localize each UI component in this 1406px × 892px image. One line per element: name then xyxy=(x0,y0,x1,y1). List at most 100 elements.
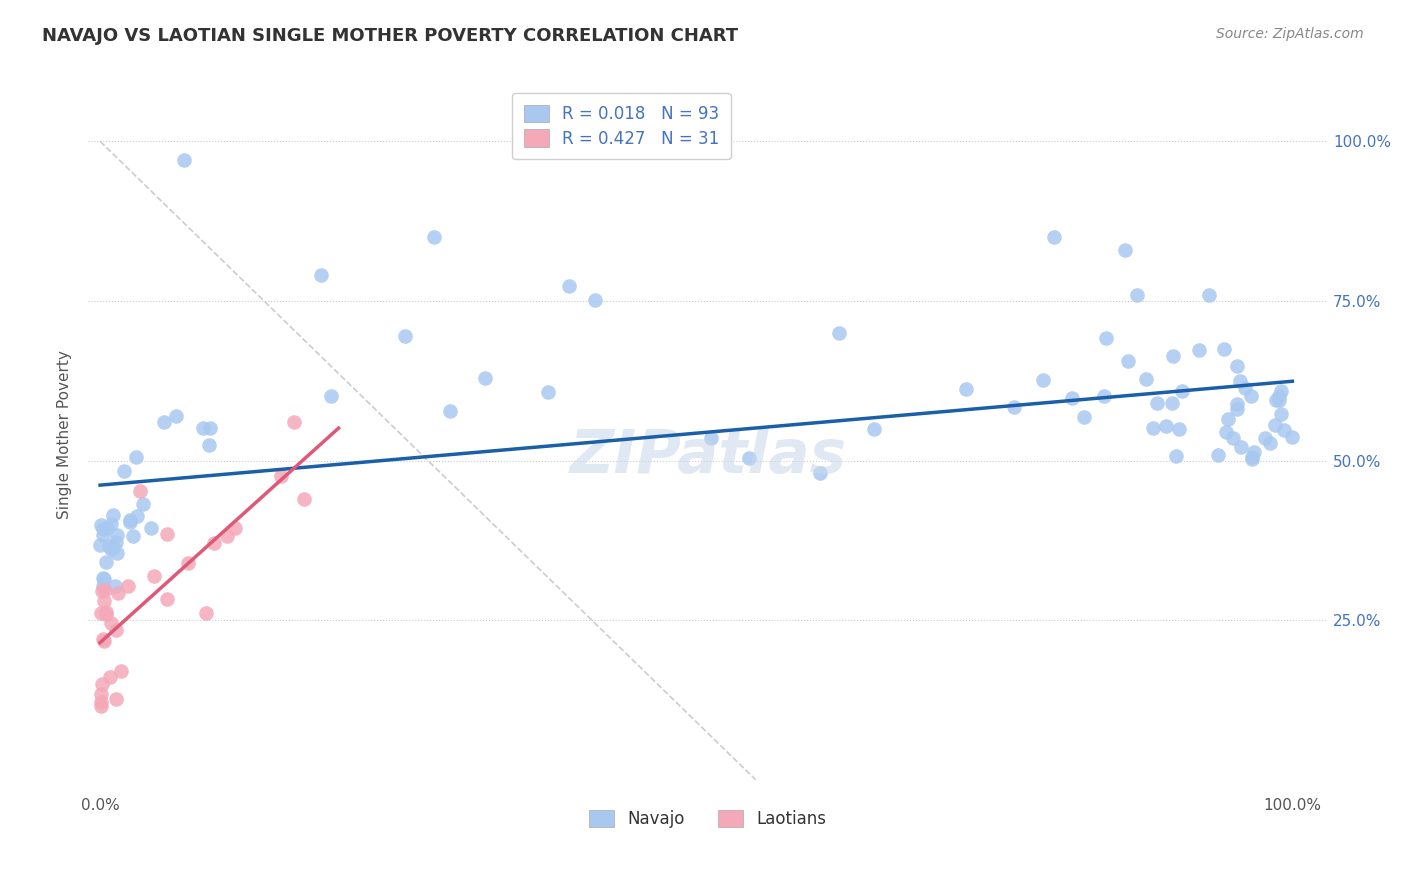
Point xyxy=(1168,421,1191,435)
Point xyxy=(132,497,155,511)
Y-axis label: Single Mother Poverty: Single Mother Poverty xyxy=(58,351,72,519)
Point xyxy=(125,450,148,464)
Point xyxy=(122,529,145,543)
Point xyxy=(1215,425,1237,439)
Point xyxy=(1073,410,1095,425)
Point xyxy=(202,536,225,550)
Point xyxy=(195,606,218,620)
Point xyxy=(1043,230,1066,244)
Point xyxy=(91,522,114,536)
Point xyxy=(93,572,115,586)
Point xyxy=(1213,342,1236,356)
Point xyxy=(828,326,851,340)
Point xyxy=(125,508,148,523)
Text: NAVAJO VS LAOTIAN SINGLE MOTHER POVERTY CORRELATION CHART: NAVAJO VS LAOTIAN SINGLE MOTHER POVERTY … xyxy=(42,27,738,45)
Point xyxy=(1226,402,1249,417)
Point xyxy=(90,687,112,701)
Point xyxy=(1229,374,1251,388)
Point xyxy=(93,633,115,648)
Point xyxy=(1225,397,1247,411)
Point xyxy=(104,691,127,706)
Point xyxy=(1198,287,1220,301)
Point xyxy=(1281,430,1303,444)
Point xyxy=(139,521,162,535)
Point xyxy=(91,583,114,598)
Point xyxy=(89,538,111,552)
Point xyxy=(94,555,117,569)
Point xyxy=(156,591,179,606)
Point xyxy=(1230,440,1253,454)
Point xyxy=(1154,419,1177,434)
Point xyxy=(283,415,305,429)
Point xyxy=(1126,287,1149,301)
Point xyxy=(1188,343,1211,357)
Point xyxy=(1268,389,1291,403)
Point xyxy=(177,556,200,570)
Point xyxy=(198,437,221,451)
Point xyxy=(90,698,112,713)
Point xyxy=(94,583,117,598)
Point xyxy=(91,677,114,691)
Point xyxy=(1222,431,1244,445)
Point xyxy=(474,371,496,385)
Point xyxy=(110,664,132,678)
Point xyxy=(1170,384,1192,398)
Point xyxy=(91,632,114,646)
Point xyxy=(1240,389,1263,403)
Point xyxy=(90,606,112,620)
Point xyxy=(270,469,292,483)
Point xyxy=(1161,396,1184,410)
Point xyxy=(1092,389,1115,403)
Point xyxy=(1060,391,1083,405)
Point xyxy=(94,607,117,621)
Point xyxy=(101,541,124,555)
Point xyxy=(1032,373,1054,387)
Point xyxy=(112,464,135,478)
Point xyxy=(1216,411,1239,425)
Point xyxy=(100,542,122,557)
Point xyxy=(104,579,127,593)
Point xyxy=(98,539,121,553)
Point xyxy=(1226,359,1249,374)
Point xyxy=(107,546,129,560)
Point xyxy=(156,526,179,541)
Point xyxy=(1270,407,1292,421)
Point xyxy=(117,579,139,593)
Point xyxy=(152,415,174,429)
Point xyxy=(1241,450,1264,464)
Point xyxy=(1095,331,1118,345)
Point xyxy=(808,466,831,480)
Point xyxy=(863,422,886,436)
Point xyxy=(93,528,115,542)
Point xyxy=(1241,452,1264,467)
Point xyxy=(1116,354,1139,368)
Point xyxy=(90,695,112,709)
Point xyxy=(309,268,332,282)
Point xyxy=(1146,396,1168,410)
Point xyxy=(191,421,214,435)
Point xyxy=(90,518,112,533)
Point xyxy=(107,586,129,600)
Point xyxy=(558,278,581,293)
Text: ZIPatlas: ZIPatlas xyxy=(569,427,846,486)
Point xyxy=(292,491,315,506)
Point xyxy=(100,517,122,532)
Point xyxy=(104,624,127,638)
Point xyxy=(1243,445,1265,459)
Text: Source: ZipAtlas.com: Source: ZipAtlas.com xyxy=(1216,27,1364,41)
Point xyxy=(120,515,142,529)
Point xyxy=(224,521,246,535)
Point xyxy=(1161,349,1184,363)
Point xyxy=(1142,421,1164,435)
Point xyxy=(537,385,560,400)
Point xyxy=(120,513,142,527)
Point xyxy=(200,421,222,435)
Point xyxy=(1267,392,1289,407)
Point xyxy=(1233,381,1256,395)
Point xyxy=(1258,435,1281,450)
Point xyxy=(91,571,114,585)
Point xyxy=(700,431,723,445)
Point xyxy=(1166,450,1188,464)
Point xyxy=(217,528,239,542)
Point xyxy=(143,569,166,583)
